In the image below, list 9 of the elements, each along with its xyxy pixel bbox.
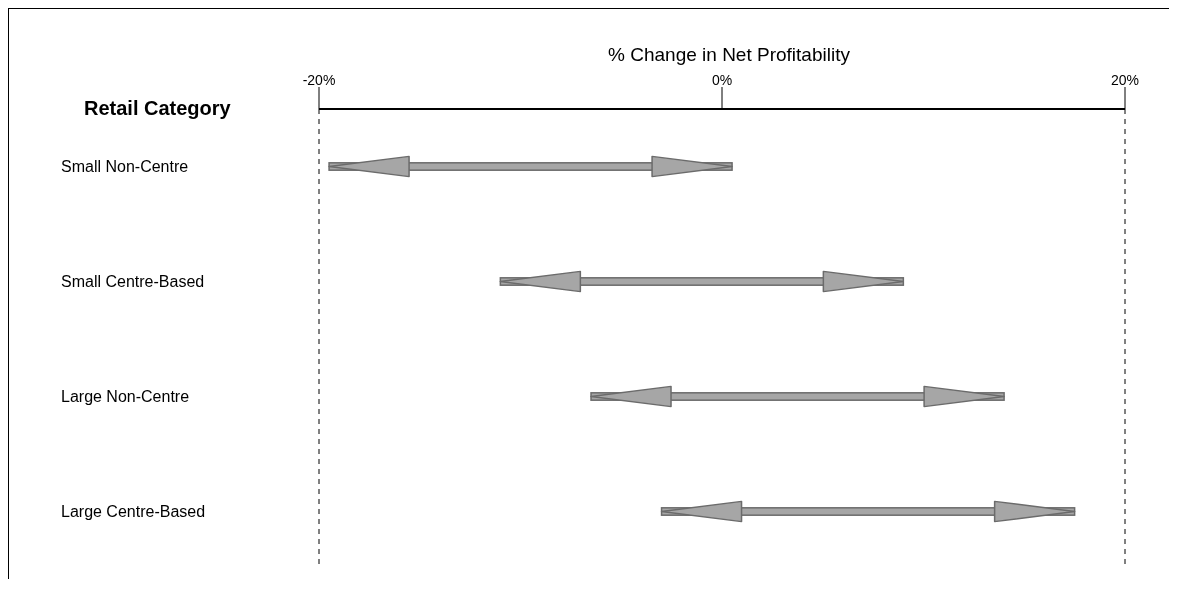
y-tick-label: Small Non-Centre	[61, 158, 189, 176]
y-tick-label: Small Centre-Based	[61, 273, 205, 291]
x-tick-label: 20%	[1110, 72, 1140, 88]
x-tick-label: -20%	[302, 72, 336, 88]
y-axis-title: Retail Category	[84, 97, 231, 120]
x-tick-label: 0%	[711, 72, 733, 88]
y-tick-label: Large Non-Centre	[61, 388, 190, 406]
x-axis-title: % Change in Net Profitability	[607, 44, 851, 66]
y-tick-label: Large Centre-Based	[61, 503, 206, 521]
